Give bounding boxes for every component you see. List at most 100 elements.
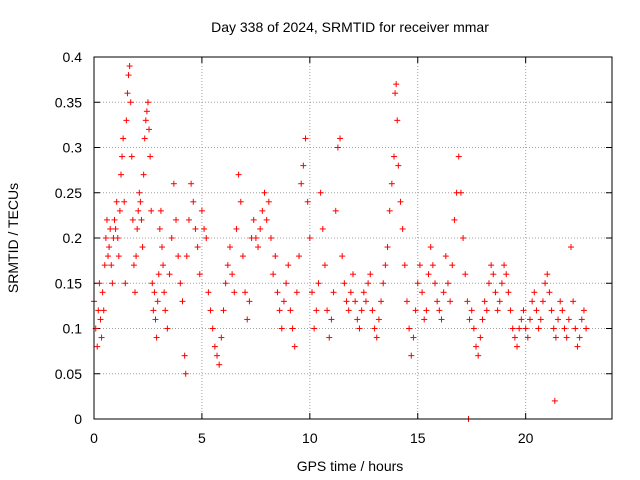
data-point bbox=[539, 298, 546, 305]
data-point bbox=[470, 325, 477, 332]
data-point bbox=[153, 334, 160, 341]
data-point bbox=[278, 325, 285, 332]
data-point bbox=[155, 271, 162, 278]
data-point bbox=[460, 235, 467, 241]
data-point bbox=[270, 271, 277, 278]
data-point bbox=[127, 99, 134, 106]
data-point bbox=[380, 280, 387, 287]
data-point bbox=[237, 198, 244, 205]
data-point bbox=[94, 343, 101, 350]
data-point bbox=[244, 316, 251, 323]
data-point bbox=[95, 307, 102, 314]
data-point bbox=[507, 307, 514, 314]
data-point bbox=[315, 280, 322, 287]
data-point bbox=[196, 271, 203, 278]
data-point bbox=[250, 216, 257, 223]
data-point bbox=[572, 325, 579, 332]
y-tick-label: 0.05 bbox=[55, 366, 82, 382]
data-point bbox=[233, 225, 240, 232]
data-point bbox=[216, 361, 223, 368]
data-point bbox=[503, 271, 510, 278]
data-point bbox=[423, 307, 430, 314]
data-point bbox=[135, 207, 142, 214]
data-point bbox=[224, 262, 231, 269]
data-point bbox=[214, 352, 221, 359]
data-point bbox=[147, 153, 154, 160]
data-point bbox=[218, 334, 225, 341]
data-point bbox=[410, 334, 417, 341]
data-point bbox=[481, 298, 488, 305]
data-point bbox=[406, 325, 413, 332]
data-point bbox=[143, 108, 150, 115]
data-point bbox=[116, 207, 123, 214]
data-point bbox=[161, 289, 168, 296]
data-point bbox=[546, 289, 553, 296]
data-point bbox=[231, 289, 238, 296]
data-point bbox=[524, 334, 531, 341]
y-tick-label: 0 bbox=[74, 411, 82, 427]
data-point bbox=[391, 153, 398, 160]
data-point bbox=[352, 298, 359, 305]
x-tick-label: 15 bbox=[410, 430, 426, 446]
data-point bbox=[514, 343, 521, 350]
data-point bbox=[98, 334, 105, 341]
data-point bbox=[442, 253, 449, 260]
data-point bbox=[304, 198, 311, 205]
data-point bbox=[332, 207, 339, 214]
data-point bbox=[360, 289, 367, 296]
data-point bbox=[365, 280, 372, 287]
data-point bbox=[371, 325, 378, 332]
x-axis-title: GPS time / hours bbox=[297, 458, 404, 474]
data-point bbox=[483, 307, 490, 314]
data-point bbox=[100, 307, 107, 314]
data-point bbox=[139, 244, 146, 251]
data-point bbox=[498, 280, 505, 287]
y-tick-label: 0.1 bbox=[63, 321, 83, 337]
data-point bbox=[151, 289, 158, 296]
data-point bbox=[505, 289, 512, 296]
data-point bbox=[306, 235, 313, 241]
data-point bbox=[552, 334, 559, 341]
data-point bbox=[128, 153, 135, 160]
data-point bbox=[399, 225, 406, 232]
data-point bbox=[140, 171, 147, 178]
data-point bbox=[111, 216, 118, 223]
data-point bbox=[341, 280, 348, 287]
data-point bbox=[384, 244, 391, 251]
data-point bbox=[168, 235, 175, 241]
data-point bbox=[261, 189, 268, 196]
data-point bbox=[300, 162, 307, 169]
data-point bbox=[170, 180, 177, 187]
data-point bbox=[425, 271, 432, 278]
data-point bbox=[263, 216, 270, 223]
data-point bbox=[488, 262, 495, 269]
data-point bbox=[578, 316, 585, 323]
data-point bbox=[175, 253, 182, 260]
data-point bbox=[369, 307, 376, 314]
data-point bbox=[122, 280, 129, 287]
data-point bbox=[173, 216, 180, 223]
data-point bbox=[102, 235, 109, 241]
data-point bbox=[496, 298, 503, 305]
data-point bbox=[354, 316, 361, 323]
data-point bbox=[274, 289, 281, 296]
data-point bbox=[133, 253, 140, 260]
data-point bbox=[129, 216, 136, 223]
data-point bbox=[580, 307, 587, 314]
data-point bbox=[574, 343, 581, 350]
data-point bbox=[154, 298, 161, 305]
data-point bbox=[125, 72, 132, 79]
data-point bbox=[287, 307, 294, 314]
data-point bbox=[529, 298, 536, 305]
data-point bbox=[152, 316, 159, 323]
data-point bbox=[330, 289, 337, 296]
data-point bbox=[378, 298, 385, 305]
data-point bbox=[334, 144, 341, 151]
data-point bbox=[198, 207, 205, 214]
data-point bbox=[313, 307, 320, 314]
data-point bbox=[563, 334, 570, 341]
tick-labels: 0 5 10 15 20 0 0.05 0.1 0.15 0.2 0.25 0.3 0.35 0.4 bbox=[55, 49, 534, 446]
data-point bbox=[494, 307, 501, 314]
data-point bbox=[298, 180, 305, 187]
data-point bbox=[201, 225, 208, 232]
